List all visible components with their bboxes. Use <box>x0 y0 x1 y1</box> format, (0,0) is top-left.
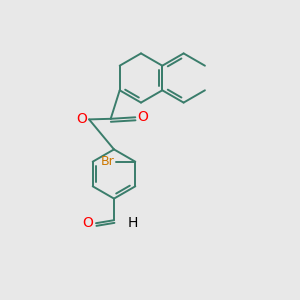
Text: O: O <box>138 110 148 124</box>
Text: H: H <box>128 216 138 230</box>
Text: Br: Br <box>100 155 114 168</box>
Text: O: O <box>83 216 94 230</box>
Text: O: O <box>76 112 87 126</box>
